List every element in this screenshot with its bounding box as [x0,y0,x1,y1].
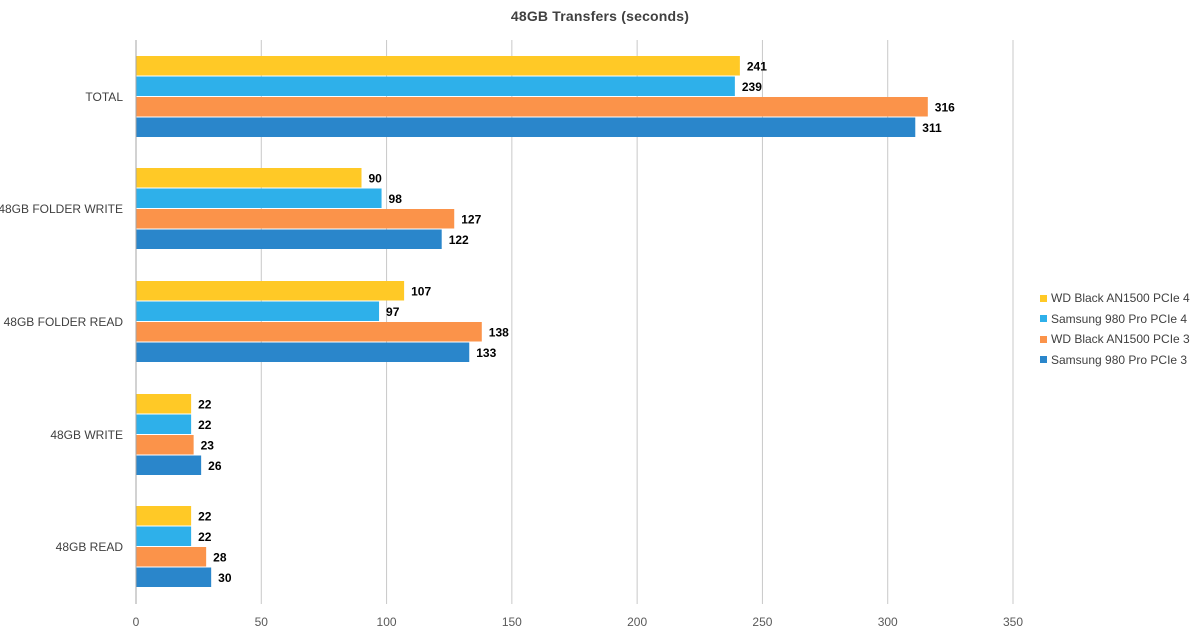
data-label: 239 [742,80,762,94]
bar [136,394,192,414]
data-label: 133 [476,346,496,360]
bar [136,117,916,137]
bar [136,301,380,321]
category-label: 48GB FOLDER WRITE [0,202,123,216]
x-tick-label: 0 [133,615,140,629]
bar [136,168,362,188]
data-label: 127 [461,212,481,226]
category-label: TOTAL [85,90,123,104]
legend-item: WD Black AN1500 PCIe 3 [1040,329,1190,350]
bar [136,435,194,455]
bar [136,342,470,362]
legend-label: WD Black AN1500 PCIe 4 [1051,291,1190,306]
bar [136,97,928,117]
legend: WD Black AN1500 PCIe 4 Samsung 980 Pro PC… [1040,288,1190,370]
legend-item: WD Black AN1500 PCIe 4 [1040,288,1190,309]
bar [136,414,192,434]
legend-item: Samsung 980 Pro PCIe 4 [1040,309,1190,330]
x-tick-label: 200 [627,615,647,629]
bar [136,455,202,475]
legend-label: Samsung 980 Pro PCIe 3 [1051,352,1188,367]
bar [136,209,455,229]
legend-label: WD Black AN1500 PCIe 3 [1051,332,1190,347]
bar [136,506,192,526]
data-label: 22 [198,509,212,523]
category-label: 48GB WRITE [50,428,123,442]
data-label: 22 [198,418,212,432]
x-tick-label: 350 [1003,615,1023,629]
x-tick-label: 300 [878,615,898,629]
data-label: 316 [935,100,955,114]
data-label: 22 [198,397,212,411]
x-tick-label: 100 [377,615,397,629]
legend-swatch [1040,315,1047,323]
legend-swatch [1040,294,1047,302]
data-label: 22 [198,530,212,544]
data-label: 30 [218,571,232,585]
category-label: 48GB FOLDER READ [4,315,124,329]
data-label: 107 [411,284,431,298]
bar [136,229,442,249]
chart-title: 48GB Transfers (seconds) [510,8,690,24]
x-tick-label: 150 [502,615,522,629]
data-label: 241 [747,59,767,73]
data-label: 23 [201,438,215,452]
legend-label: Samsung 980 Pro PCIe 4 [1051,311,1188,326]
x-tick-label: 250 [752,615,772,629]
data-label: 26 [208,459,222,473]
bar [136,322,482,342]
data-label: 98 [389,192,403,206]
bar [136,547,207,567]
legend-item: Samsung 980 Pro PCIe 3 [1040,350,1190,371]
bar [136,76,735,96]
data-label: 97 [386,305,400,319]
legend-swatch [1040,335,1047,343]
data-label: 90 [369,171,383,185]
bar [136,188,382,208]
data-label: 122 [449,233,469,247]
data-label: 311 [922,121,942,135]
data-label: 138 [489,325,509,339]
x-tick-label: 50 [255,615,269,629]
legend-swatch [1040,356,1047,364]
bar [136,526,192,546]
bar [136,56,740,76]
category-label: 48GB READ [56,540,124,554]
data-label: 28 [213,550,227,564]
bar [136,567,212,587]
bar [136,281,405,301]
